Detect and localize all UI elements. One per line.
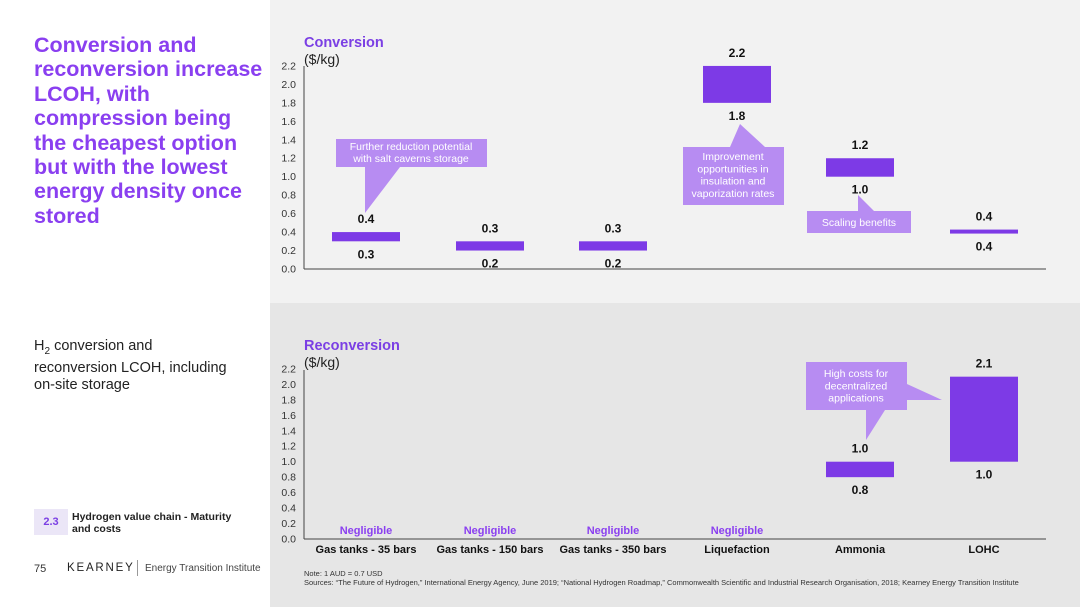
low-value-label: 0.2: [605, 257, 622, 271]
y-tick-label: 1.0: [281, 171, 296, 183]
y-tick-label: 2.0: [281, 379, 296, 391]
y-tick-label: 2.0: [281, 79, 296, 91]
range-bar: [456, 241, 524, 251]
footnote: Note: 1 AUD = 0.7 USD Sources: “The Futu…: [304, 569, 1044, 587]
range-bar: [703, 65, 771, 103]
footnote-note: Note: 1 AUD = 0.7 USD: [304, 569, 383, 578]
y-tick-label: 0.4: [281, 227, 296, 239]
subtitle-h: H: [34, 338, 45, 354]
negligible-label: Negligible: [340, 525, 393, 537]
y-tick-label: 1.8: [281, 394, 296, 406]
range-bar: [332, 232, 400, 242]
category-label: Gas tanks - 350 bars: [559, 544, 666, 556]
brand-subtitle: Energy Transition Institute: [145, 563, 261, 574]
negligible-label: Negligible: [464, 525, 517, 537]
y-tick-label: 0.2: [281, 518, 296, 530]
low-value-label: 0.2: [482, 257, 499, 271]
y-tick-label: 0.8: [281, 190, 296, 202]
y-tick-label: 2.2: [281, 60, 296, 72]
conversion-bars: 0.4 0.3 0.3 0.2 0.3 0.2 2.2 1.8 1.2 1.0 0.4 0.4: [332, 46, 1018, 271]
reconversion-y-ticks: 0.0 0.2 0.4 0.6 0.8 1.0 1.2 1.4 1.6 1.8 2.0 2.2: [281, 363, 296, 545]
subtitle-rest: conversion and reconversion LCOH, includ…: [34, 338, 227, 393]
callout-scaling: Scaling benefits: [807, 195, 911, 233]
conversion-chart: Conversion ($/kg) 0.0 0.2 0.4 0.6 0.8 1.0 1.2 1…: [281, 35, 1046, 276]
low-value-label: 0.4: [976, 240, 993, 254]
low-value-label: 0.8: [852, 483, 869, 497]
high-value-label: 0.3: [482, 221, 499, 235]
reconversion-chart-title: Reconversion: [304, 338, 400, 354]
reconversion-chart-unit: ($/kg): [304, 354, 340, 370]
callout-scaling-text: Scaling benefits: [822, 217, 896, 229]
high-value-label: 1.2: [852, 138, 869, 152]
low-value-label: 1.0: [852, 183, 869, 197]
category-axis-labels: Gas tanks - 35 bars Gas tanks - 150 bars G…: [316, 544, 1000, 556]
y-tick-label: 1.6: [281, 410, 296, 422]
y-tick-label: 1.4: [281, 134, 296, 146]
category-label: Gas tanks - 35 bars: [316, 544, 417, 556]
y-tick-label: 1.8: [281, 97, 296, 109]
range-bar: [826, 461, 894, 478]
category-label: Ammonia: [835, 544, 886, 556]
reconversion-bars: Negligible Negligible Negligible Negligible…: [340, 357, 1018, 537]
y-tick-label: 0.4: [281, 503, 296, 515]
subtitle-subscript: 2: [44, 345, 51, 357]
callout-liquefaction: Improvement opportunities in insulation an…: [683, 124, 784, 205]
y-tick-label: 1.2: [281, 153, 296, 165]
high-value-label: 2.1: [976, 357, 993, 371]
y-tick-label: 1.4: [281, 425, 296, 437]
callout-decentralized: High costs for decentralized applications: [806, 362, 942, 440]
y-tick-label: 0.6: [281, 487, 296, 499]
y-tick-label: 0.8: [281, 472, 296, 484]
reconversion-chart: Reconversion ($/kg) 0.0 0.2 0.4 0.6 0.8 1.0 1.…: [281, 338, 1046, 556]
section-label[interactable]: Hydrogen value chain - Maturity and cost…: [72, 511, 232, 535]
conversion-callouts: Further reduction potential with salt cav…: [336, 124, 911, 233]
y-tick-label: 0.0: [281, 264, 296, 276]
y-tick-label: 0.2: [281, 245, 296, 257]
left-panel: Conversion and reconversion increase LCO…: [0, 0, 270, 607]
headline: Conversion and reconversion increase LCO…: [34, 33, 263, 228]
callout-decentralized-text: High costs for decentralized applications: [824, 368, 889, 405]
range-bar: [950, 229, 1018, 234]
callout-salt-caverns-text: Further reduction potential with salt cav…: [350, 141, 473, 165]
range-bar: [826, 158, 894, 177]
callout-salt-caverns: Further reduction potential with salt cav…: [336, 139, 487, 213]
conversion-y-ticks: 0.0 0.2 0.4 0.6 0.8 1.0 1.2 1.4 1.6 1.8 2.0 2.2: [281, 60, 296, 275]
page-number: 75: [34, 563, 47, 575]
category-label: Gas tanks - 150 bars: [436, 544, 543, 556]
footnote-sources: Sources: “The Future of Hydrogen,” Inter…: [304, 578, 1019, 587]
callout-liquefaction-text: Improvement opportunities in insulation an…: [692, 151, 775, 200]
section-number-badge[interactable]: 2.3: [34, 509, 68, 535]
y-tick-label: 1.6: [281, 116, 296, 128]
conversion-chart-title: Conversion: [304, 35, 384, 51]
y-tick-label: 0.6: [281, 208, 296, 220]
high-value-label: 0.4: [976, 210, 993, 224]
y-tick-label: 0.0: [281, 534, 296, 546]
subtitle: H2 conversion and reconversion LCOH, inc…: [34, 338, 234, 393]
high-value-label: 1.0: [852, 442, 869, 456]
high-value-label: 0.4: [358, 212, 375, 226]
reconversion-callouts: High costs for decentralized applications: [806, 362, 942, 440]
conversion-chart-unit: ($/kg): [304, 51, 340, 67]
reconversion-panel-background: [270, 303, 1080, 607]
category-label: Liquefaction: [704, 544, 770, 556]
high-value-label: 0.3: [605, 221, 622, 235]
brand-divider: [137, 560, 138, 576]
y-tick-label: 1.2: [281, 441, 296, 453]
category-label: LOHC: [968, 544, 999, 556]
low-value-label: 0.3: [358, 247, 375, 261]
y-tick-label: 1.0: [281, 456, 296, 468]
negligible-label: Negligible: [711, 525, 764, 537]
range-bar: [579, 241, 647, 251]
range-bar: [950, 376, 1018, 462]
low-value-label: 1.8: [729, 109, 746, 123]
brand-logo: KEARNEY: [67, 562, 135, 574]
low-value-label: 1.0: [976, 468, 993, 482]
high-value-label: 2.2: [729, 46, 746, 60]
negligible-label: Negligible: [587, 525, 640, 537]
y-tick-label: 2.2: [281, 363, 296, 375]
